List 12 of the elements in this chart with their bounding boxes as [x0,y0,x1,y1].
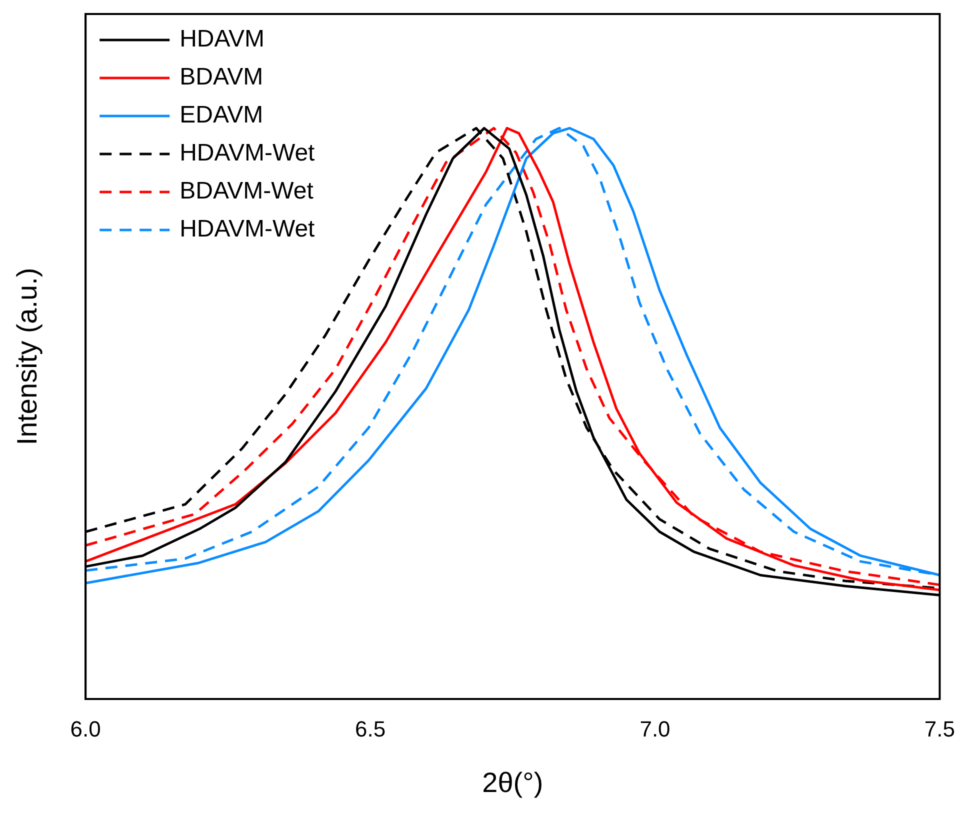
x-axis-title: 2θ(°) [482,766,544,798]
x-tick-label: 7.0 [640,716,670,742]
legend-label: EDAVM [180,102,264,129]
x-tick-label: 6.0 [70,716,101,742]
x-tick-label: 7.5 [924,716,956,742]
legend-label: HDAVM-Wet [180,140,316,167]
legend-label: HDAVM-Wet [180,216,316,243]
y-axis-title: Intensity (a.u.) [12,268,43,446]
legend-label: HDAVM [180,26,264,53]
x-tick-label: 6.5 [355,716,386,742]
legend-label: BDAVM-Wet [180,178,314,205]
legend-label: BDAVM [180,64,264,91]
